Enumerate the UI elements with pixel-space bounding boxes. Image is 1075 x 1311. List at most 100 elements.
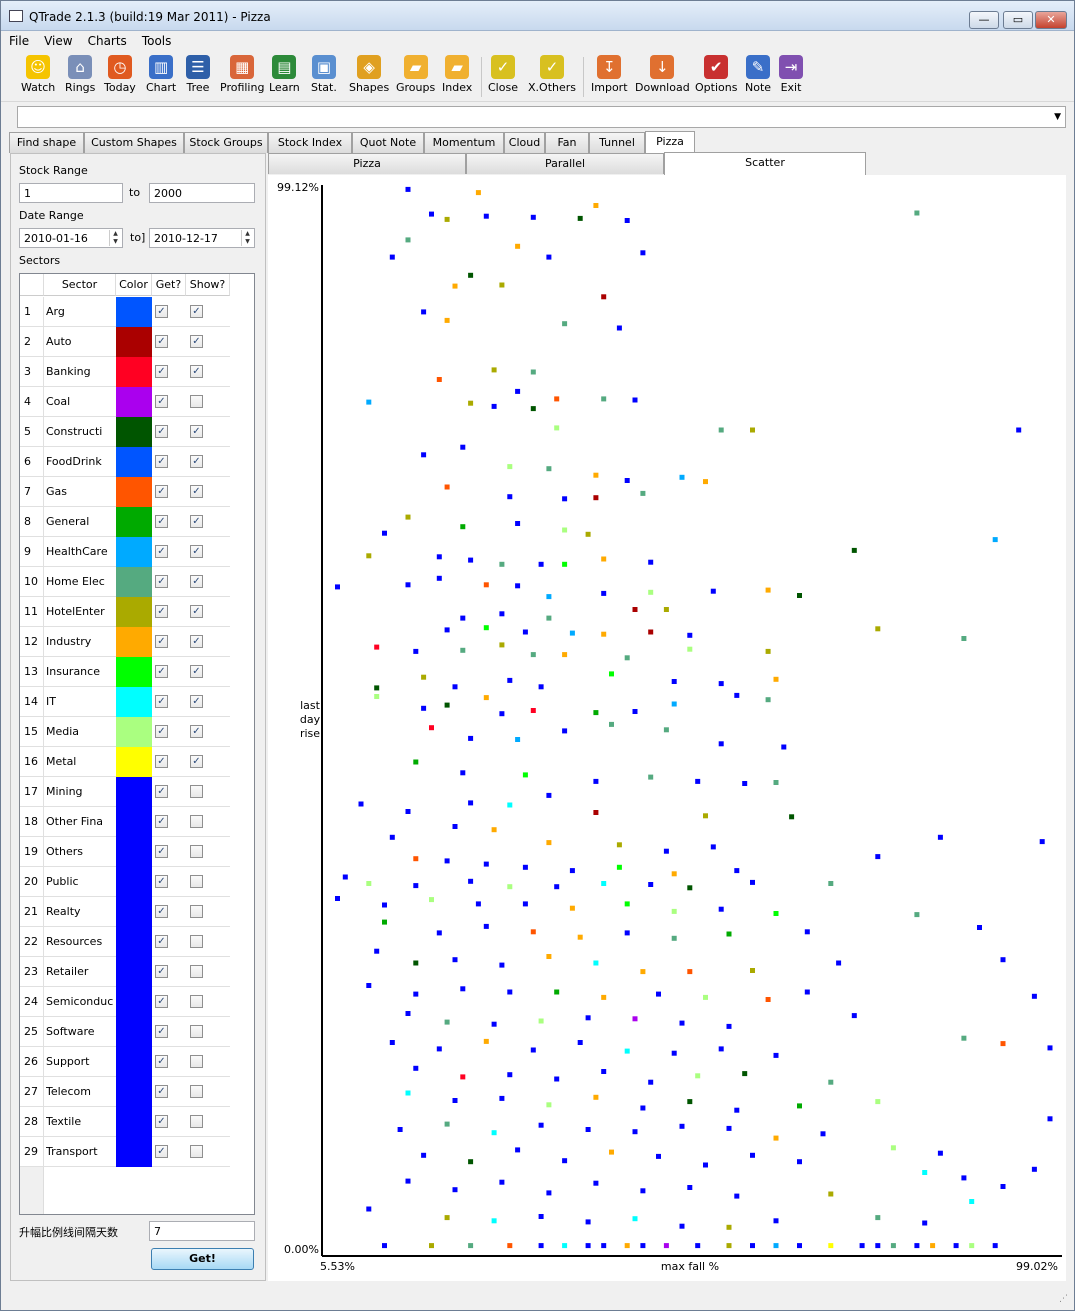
sector-color-swatch[interactable] xyxy=(116,447,152,477)
show-checkbox[interactable]: ✓ xyxy=(190,485,203,498)
toolbar-button-import[interactable]: ↧ Import xyxy=(591,55,628,94)
table-row[interactable]: 15 Media ✓ ✓ xyxy=(20,717,230,747)
show-checkbox[interactable] xyxy=(190,1055,203,1068)
toolbar-button-index[interactable]: ▰ Index xyxy=(442,55,472,94)
table-row[interactable]: 19 Others ✓ xyxy=(20,837,230,867)
get-checkbox[interactable]: ✓ xyxy=(155,455,168,468)
toolbar-button-close[interactable]: ✓ Close xyxy=(488,55,518,94)
table-row[interactable]: 11 HotelEnter ✓ ✓ xyxy=(20,597,230,627)
show-checkbox[interactable]: ✓ xyxy=(190,635,203,648)
subtab-pizza[interactable]: Pizza xyxy=(268,153,466,174)
table-row[interactable]: 29 Transport ✓ xyxy=(20,1137,230,1167)
get-checkbox[interactable]: ✓ xyxy=(155,875,168,888)
get-checkbox[interactable]: ✓ xyxy=(155,365,168,378)
table-row[interactable]: 23 Retailer ✓ xyxy=(20,957,230,987)
get-checkbox[interactable]: ✓ xyxy=(155,1055,168,1068)
show-checkbox[interactable]: ✓ xyxy=(190,725,203,738)
sector-color-swatch[interactable] xyxy=(116,897,152,927)
get-checkbox[interactable]: ✓ xyxy=(155,305,168,318)
minimize-button[interactable]: — xyxy=(969,11,999,29)
get-button[interactable]: Get! xyxy=(151,1248,254,1270)
sector-color-swatch[interactable] xyxy=(116,747,152,777)
show-checkbox[interactable] xyxy=(190,815,203,828)
table-row[interactable]: 6 FoodDrink ✓ ✓ xyxy=(20,447,230,477)
table-row[interactable]: 3 Banking ✓ ✓ xyxy=(20,357,230,387)
date-from-input[interactable]: 2010-01-16 ▲ ▼ xyxy=(19,228,123,248)
toolbar-button-xothers[interactable]: ✓ X.Others xyxy=(528,55,576,94)
toolbar-button-note[interactable]: ✎ Note xyxy=(745,55,771,94)
table-row[interactable]: 26 Support ✓ xyxy=(20,1047,230,1077)
show-checkbox[interactable] xyxy=(190,1145,203,1158)
table-row[interactable]: 12 Industry ✓ ✓ xyxy=(20,627,230,657)
show-checkbox[interactable]: ✓ xyxy=(190,755,203,768)
get-checkbox[interactable]: ✓ xyxy=(155,965,168,978)
get-checkbox[interactable]: ✓ xyxy=(155,485,168,498)
get-checkbox[interactable]: ✓ xyxy=(155,755,168,768)
column-header-get[interactable]: Get? xyxy=(152,274,186,296)
get-checkbox[interactable]: ✓ xyxy=(155,905,168,918)
show-checkbox[interactable] xyxy=(190,1025,203,1038)
show-checkbox[interactable] xyxy=(190,785,203,798)
get-checkbox[interactable]: ✓ xyxy=(155,575,168,588)
toolbar-button-download[interactable]: ↓ Download xyxy=(635,55,690,94)
chevron-down-icon[interactable]: ▼ xyxy=(1054,112,1061,122)
toolbar-button-options[interactable]: ✔ Options xyxy=(695,55,737,94)
tab-custom-shapes[interactable]: Custom Shapes xyxy=(84,132,184,153)
sector-color-swatch[interactable] xyxy=(116,387,152,417)
sector-color-swatch[interactable] xyxy=(116,987,152,1017)
get-checkbox[interactable]: ✓ xyxy=(155,785,168,798)
table-row[interactable]: 28 Textile ✓ xyxy=(20,1107,230,1137)
toolbar-button-rings[interactable]: ⌂ Rings xyxy=(65,55,95,94)
toolbar-button-chart[interactable]: ▥ Chart xyxy=(146,55,176,94)
show-checkbox[interactable] xyxy=(190,1115,203,1128)
show-checkbox[interactable]: ✓ xyxy=(190,365,203,378)
show-checkbox[interactable]: ✓ xyxy=(190,305,203,318)
sector-color-swatch[interactable] xyxy=(116,957,152,987)
toolbar-button-groups[interactable]: ▰ Groups xyxy=(396,55,435,94)
get-checkbox[interactable]: ✓ xyxy=(155,695,168,708)
show-checkbox[interactable]: ✓ xyxy=(190,515,203,528)
show-checkbox[interactable]: ✓ xyxy=(190,545,203,558)
show-checkbox[interactable] xyxy=(190,995,203,1008)
column-header-show[interactable]: Show? xyxy=(186,274,230,296)
table-row[interactable]: 7 Gas ✓ ✓ xyxy=(20,477,230,507)
show-checkbox[interactable]: ✓ xyxy=(190,665,203,678)
table-row[interactable]: 20 Public ✓ xyxy=(20,867,230,897)
table-row[interactable]: 27 Telecom ✓ xyxy=(20,1077,230,1107)
show-checkbox[interactable] xyxy=(190,965,203,978)
tab-stock-index[interactable]: Stock Index xyxy=(268,132,352,153)
sector-color-swatch[interactable] xyxy=(116,1077,152,1107)
menu-file[interactable]: File xyxy=(9,34,30,48)
toolbar-button-profiling[interactable]: ▦ Profiling xyxy=(220,55,264,94)
show-checkbox[interactable]: ✓ xyxy=(190,455,203,468)
sector-color-swatch[interactable] xyxy=(116,597,152,627)
table-row[interactable]: 13 Insurance ✓ ✓ xyxy=(20,657,230,687)
tab-stock-groups[interactable]: Stock Groups xyxy=(184,132,268,153)
sector-color-swatch[interactable] xyxy=(116,807,152,837)
toolbar-button-today[interactable]: ◷ Today xyxy=(104,55,136,94)
table-row[interactable]: 24 Semiconduc ✓ xyxy=(20,987,230,1017)
get-checkbox[interactable]: ✓ xyxy=(155,635,168,648)
sector-color-swatch[interactable] xyxy=(116,417,152,447)
show-checkbox[interactable] xyxy=(190,1085,203,1098)
table-row[interactable]: 8 General ✓ ✓ xyxy=(20,507,230,537)
table-row[interactable]: 25 Software ✓ xyxy=(20,1017,230,1047)
sector-color-swatch[interactable] xyxy=(116,1107,152,1137)
interval-input[interactable]: 7 xyxy=(149,1221,255,1241)
get-checkbox[interactable]: ✓ xyxy=(155,935,168,948)
table-row[interactable]: 1 Arg ✓ ✓ xyxy=(20,297,230,327)
get-checkbox[interactable]: ✓ xyxy=(155,815,168,828)
get-checkbox[interactable]: ✓ xyxy=(155,725,168,738)
sector-color-swatch[interactable] xyxy=(116,357,152,387)
tab-find-shape[interactable]: Find shape xyxy=(9,132,84,153)
tab-tunnel[interactable]: Tunnel xyxy=(589,132,645,153)
date-to-input[interactable]: 2010-12-17 ▲ ▼ xyxy=(149,228,255,248)
resize-grip-icon[interactable]: ⋰ xyxy=(1059,1294,1068,1304)
menu-view[interactable]: View xyxy=(44,34,73,48)
toolbar-button-watch[interactable]: ☺ Watch xyxy=(21,55,55,94)
sector-color-swatch[interactable] xyxy=(116,1137,152,1167)
table-row[interactable]: 22 Resources ✓ xyxy=(20,927,230,957)
command-combo[interactable]: ▼ xyxy=(17,106,1066,128)
date-from-spinner[interactable]: ▲ ▼ xyxy=(109,230,121,246)
get-checkbox[interactable]: ✓ xyxy=(155,845,168,858)
